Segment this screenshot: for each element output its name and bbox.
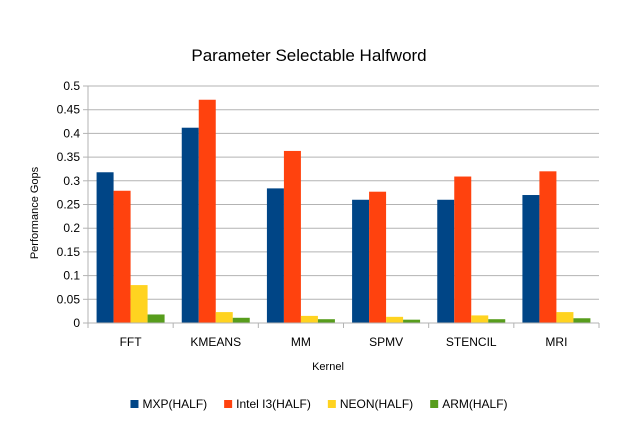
y-tick-label: 0.45 bbox=[57, 103, 81, 117]
legend-item: NEON(HALF) bbox=[327, 397, 413, 411]
x-tick-label: FFT bbox=[120, 335, 143, 349]
x-tick-label: SPMV bbox=[369, 335, 403, 349]
y-tick-label: 0.25 bbox=[57, 198, 81, 212]
bar bbox=[198, 99, 216, 323]
legend-swatch bbox=[130, 400, 139, 408]
y-tick-label: 0.2 bbox=[63, 221, 80, 235]
x-tick-label: MM bbox=[291, 335, 311, 349]
bar bbox=[522, 195, 540, 323]
bar bbox=[181, 127, 199, 323]
bar bbox=[454, 176, 472, 323]
y-tick-label: 0.35 bbox=[57, 150, 81, 164]
bar bbox=[317, 319, 335, 323]
bar bbox=[403, 319, 421, 323]
grid bbox=[88, 85, 599, 300]
legend: MXP(HALF) Intel I3(HALF) NEON(HALF) ARM(HAL… bbox=[130, 397, 508, 411]
y-tick-label: 0 bbox=[73, 316, 80, 330]
y-tick-label: 0.15 bbox=[57, 245, 81, 259]
x-tick-label: MRI bbox=[545, 335, 567, 349]
legend-item: MXP(HALF) bbox=[130, 397, 207, 411]
y-tick-label: 0.5 bbox=[63, 79, 80, 93]
bar bbox=[352, 199, 370, 323]
legend-label: MXP(HALF) bbox=[142, 397, 207, 411]
legend-label: ARM(HALF) bbox=[442, 397, 507, 411]
y-tick-label: 0.3 bbox=[63, 174, 80, 188]
bar bbox=[130, 285, 148, 323]
legend-item: Intel I3(HALF) bbox=[224, 397, 311, 411]
bar bbox=[471, 315, 489, 323]
y-axis-label: Performance Gops bbox=[29, 166, 41, 259]
x-axis-label: Kernel bbox=[312, 361, 344, 373]
bar bbox=[147, 314, 165, 323]
y-tick-label: 0.05 bbox=[57, 292, 81, 306]
bar bbox=[386, 316, 404, 323]
bar bbox=[539, 171, 557, 323]
bar bbox=[556, 312, 574, 323]
bar bbox=[488, 319, 506, 323]
bar bbox=[437, 199, 455, 323]
axes: 0 0.05 0.1 0.15 0.2 0.25 0.3 0.35 0.4 0.45 0.5 FFT K… bbox=[57, 79, 600, 349]
bar bbox=[300, 315, 318, 323]
bars bbox=[96, 99, 591, 323]
legend-swatch bbox=[430, 400, 439, 408]
bar bbox=[113, 190, 131, 323]
bar bbox=[266, 188, 284, 323]
bar bbox=[215, 312, 233, 323]
bar bbox=[232, 317, 250, 323]
legend-swatch bbox=[224, 400, 233, 408]
legend-swatch bbox=[327, 400, 336, 408]
y-tick-label: 0.4 bbox=[63, 126, 80, 140]
legend-label: NEON(HALF) bbox=[340, 397, 413, 411]
y-tick-label: 0.1 bbox=[63, 269, 80, 283]
x-tick-label: STENCIL bbox=[446, 335, 497, 349]
legend-item: ARM(HALF) bbox=[430, 397, 508, 411]
bar bbox=[96, 172, 114, 323]
legend-label: Intel I3(HALF) bbox=[236, 397, 311, 411]
bar bbox=[283, 150, 301, 323]
bar bbox=[573, 318, 591, 323]
x-tick-label: KMEANS bbox=[190, 335, 241, 349]
chart-title: Parameter Selectable Halfword bbox=[191, 46, 426, 65]
bar bbox=[369, 191, 387, 323]
